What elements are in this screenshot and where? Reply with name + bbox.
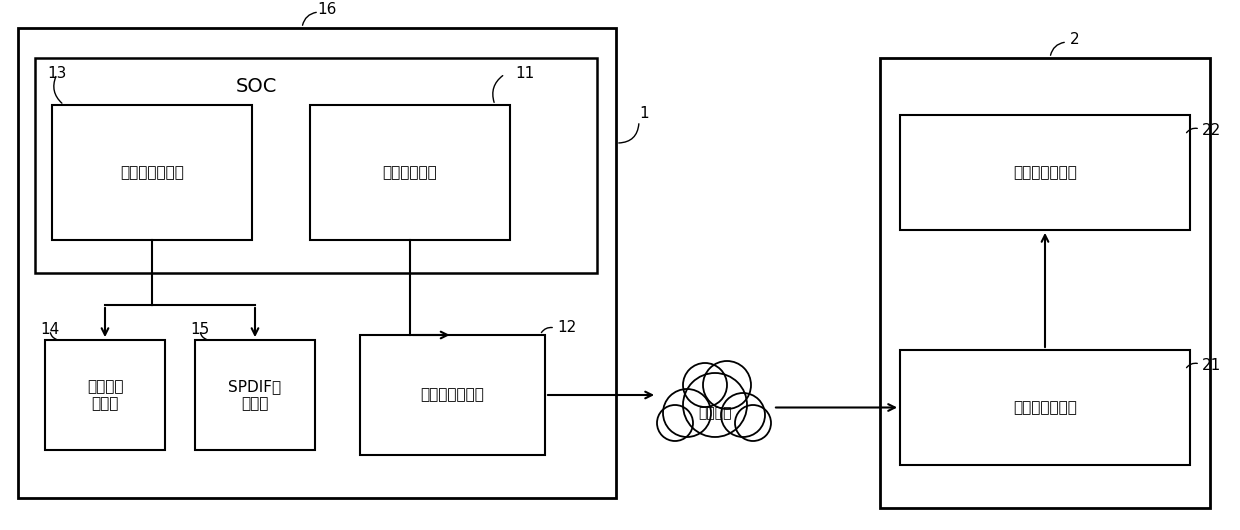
Text: 2: 2 [1070,32,1080,48]
Circle shape [683,363,727,407]
Text: 15: 15 [190,322,210,337]
Text: 16: 16 [317,3,337,17]
Bar [900,350,1190,465]
Bar [195,340,315,450]
Text: 音频流接收模块: 音频流接收模块 [1013,400,1076,415]
Text: SPDIF输
出设备: SPDIF输 出设备 [228,379,281,411]
Bar [900,115,1190,230]
Circle shape [657,405,693,441]
Text: 音频流驱动模块: 音频流驱动模块 [1013,165,1076,180]
Text: 音频流控制模块: 音频流控制模块 [120,165,184,180]
Text: 14: 14 [40,322,60,337]
Text: 喇叭输出
出设备: 喇叭输出 出设备 [87,379,123,411]
Bar [52,105,252,240]
Text: 12: 12 [557,320,577,335]
Bar [880,58,1210,508]
Circle shape [720,393,765,437]
Text: 蓝牙信号: 蓝牙信号 [698,406,732,420]
Text: 音频流输出模块: 音频流输出模块 [420,387,485,402]
Circle shape [703,361,751,409]
Text: 音量调节模块: 音量调节模块 [383,165,438,180]
Bar [19,28,616,498]
Circle shape [683,373,746,437]
Bar [35,58,596,273]
Text: SOC: SOC [236,76,277,95]
Bar [360,335,546,455]
Bar [310,105,510,240]
Bar [45,340,165,450]
Text: 13: 13 [47,66,67,81]
Circle shape [735,405,771,441]
Circle shape [663,389,711,437]
Text: 11: 11 [515,66,534,81]
Text: 21: 21 [1202,358,1221,373]
Text: 22: 22 [1202,123,1221,138]
Text: 1: 1 [639,105,649,120]
